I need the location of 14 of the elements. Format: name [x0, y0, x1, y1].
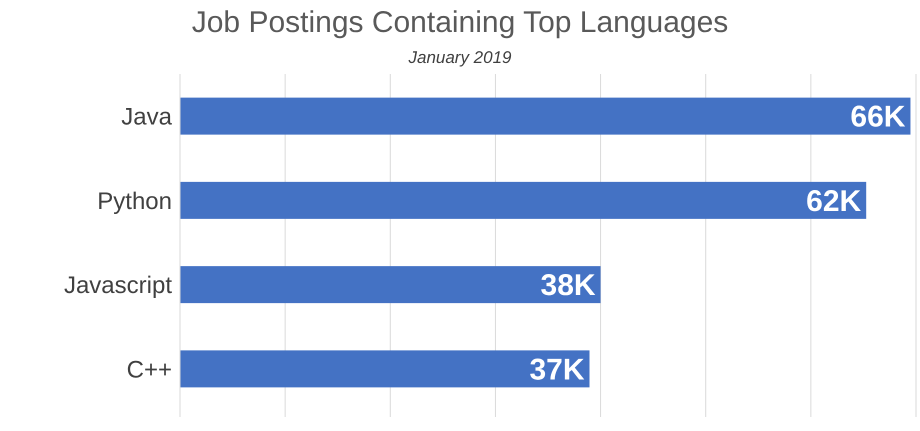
chart-subtitle: January 2019 [407, 48, 513, 68]
bar [180, 350, 590, 388]
data-label: 37K [529, 353, 585, 386]
bar [180, 266, 601, 304]
y-tick-label: Java [121, 104, 173, 131]
bar [180, 182, 866, 219]
chart-title: Job Postings Containing Top Languages [190, 6, 730, 40]
y-tick-label: Javascript [64, 272, 172, 300]
data-label: 62K [806, 184, 862, 218]
y-tick-label: C++ [126, 356, 172, 384]
y-tick-label: Python [97, 188, 172, 215]
bar [180, 98, 910, 135]
data-label: 66K [850, 100, 906, 134]
data-label: 38K [540, 269, 596, 302]
